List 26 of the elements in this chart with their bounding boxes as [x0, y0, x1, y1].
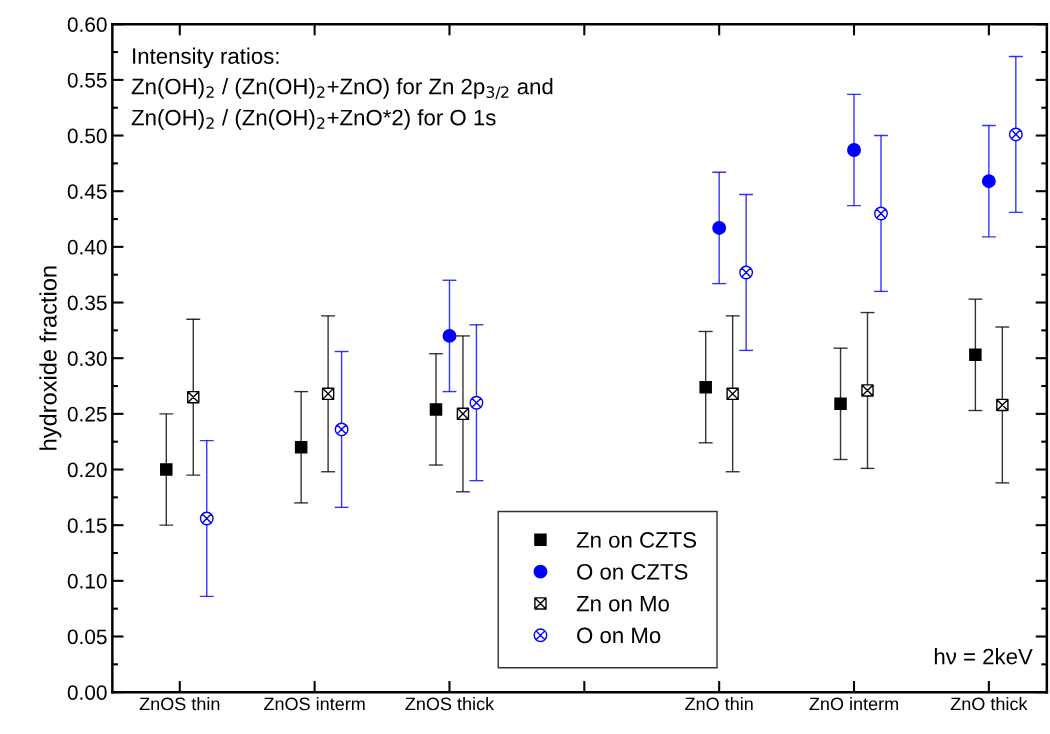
y-tick-label: 0.15 [67, 518, 107, 533]
text: Intensity ratios: Zn(OH)$_{2}$ / (Zn(OH)$_{2}$+ZnO) for Zn 2p$_{3/2}$ and Zn(OH)$_{2}$ / (Zn(OH)$_{2}$+ZnO*2) for O 1s [131, 47, 553, 130]
legend-label: O on Mo [577, 627, 661, 644]
y-tick-label: 0.10 [67, 573, 107, 589]
y-tick-label: 0.40 [67, 239, 107, 255]
annotation: hν = 2keV [934, 648, 1033, 665]
y-tick-label: 0.45 [67, 184, 107, 199]
y-tick-label: 0.05 [67, 629, 107, 645]
legend-label: Zn on CZTS [576, 532, 697, 548]
x-tick-label: ZnOS interm [264, 697, 365, 711]
y-axis-title: hydroxide fraction [39, 266, 62, 450]
y-tick-label: 0.30 [67, 351, 107, 366]
x-tick-label: ZnO thin [685, 697, 753, 711]
y-tick-label: 0.00 [67, 685, 107, 700]
y-tick-label: 0.20 [67, 462, 107, 478]
y-tick-label: 0.55 [67, 72, 107, 88]
y-tick-label: 0.50 [67, 128, 107, 144]
legend-label: O on CZTS [577, 563, 688, 580]
y-tick-label: 0.35 [67, 295, 107, 311]
x-tick-label: ZnO interm [809, 697, 898, 711]
y-tick-label: 0.60 [67, 17, 107, 32]
y-tick-label: 0.25 [67, 406, 107, 422]
x-tick-label: ZnOS thin [139, 697, 220, 711]
x-tick-label: ZnOS thick [405, 697, 495, 711]
x-tick-label: ZnO thick [950, 697, 1028, 711]
legend-label: Zn on Mo [576, 595, 669, 612]
